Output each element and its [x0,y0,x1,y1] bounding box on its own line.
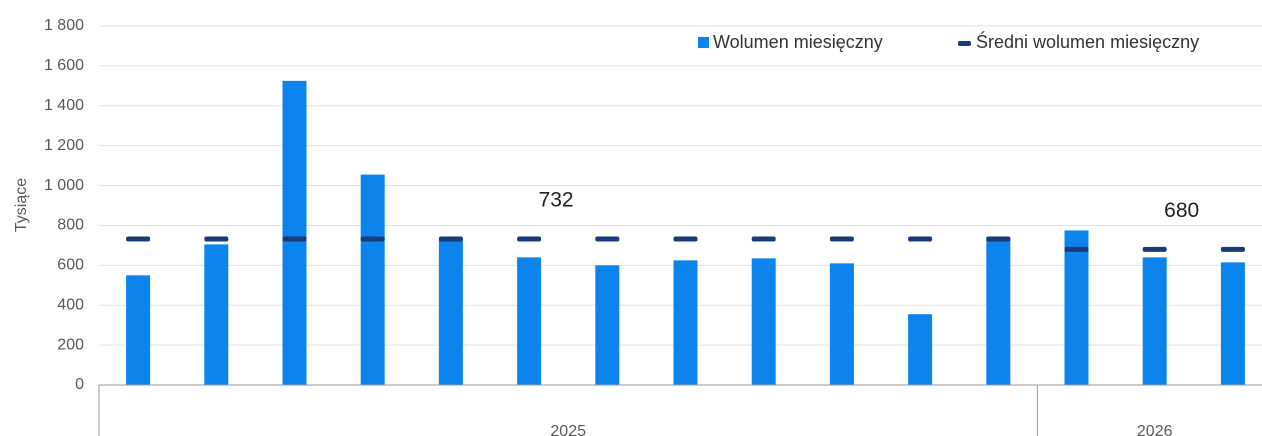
bar [751,258,776,385]
bar [282,80,307,385]
bar [204,244,229,385]
bar [126,275,151,385]
y-tick-label: 1 400 [44,97,84,114]
y-tick-label: 1 200 [44,137,84,154]
average-marker [282,236,307,242]
average-marker [1142,246,1167,252]
average-marker [908,236,933,242]
average-marker [751,236,776,242]
y-tick-label: 1 800 [44,17,84,34]
group-label: 2026 [1137,423,1173,436]
bar [986,237,1011,385]
average-marker [517,236,542,242]
bar [1220,262,1245,385]
bar [360,174,385,385]
bar [829,263,854,385]
average-marker [1064,246,1089,252]
bar [517,257,542,385]
y-tick-label: 800 [57,217,84,234]
bar [673,260,698,385]
bar [438,238,463,385]
legend-swatch [958,41,971,46]
average-marker [438,236,463,242]
legend-label: Średni wolumen miesięczny [976,31,1199,52]
average-marker [204,236,229,242]
y-tick-label: 1 600 [44,57,84,74]
y-tick-label: 1 000 [44,177,84,194]
group-label: 2025 [550,423,586,436]
bar [595,265,620,385]
data-label: 680 [1164,199,1199,222]
bar [1064,230,1089,385]
average-marker [126,236,151,242]
y-tick-label: 400 [57,296,84,313]
average-marker [829,236,854,242]
average-marker [1220,246,1245,252]
average-marker [986,236,1011,242]
average-marker [360,236,385,242]
legend-label: Wolumen miesięczny [713,32,883,52]
bar [1142,257,1167,385]
legend-swatch [698,37,709,48]
y-tick-label: 600 [57,257,84,274]
bar [908,314,933,385]
y-tick-label: 200 [57,336,84,353]
average-marker [595,236,620,242]
y-tick-label: 0 [75,376,84,393]
average-marker [673,236,698,242]
y-axis-label: Tysiące [13,178,30,232]
data-label: 732 [539,189,574,212]
